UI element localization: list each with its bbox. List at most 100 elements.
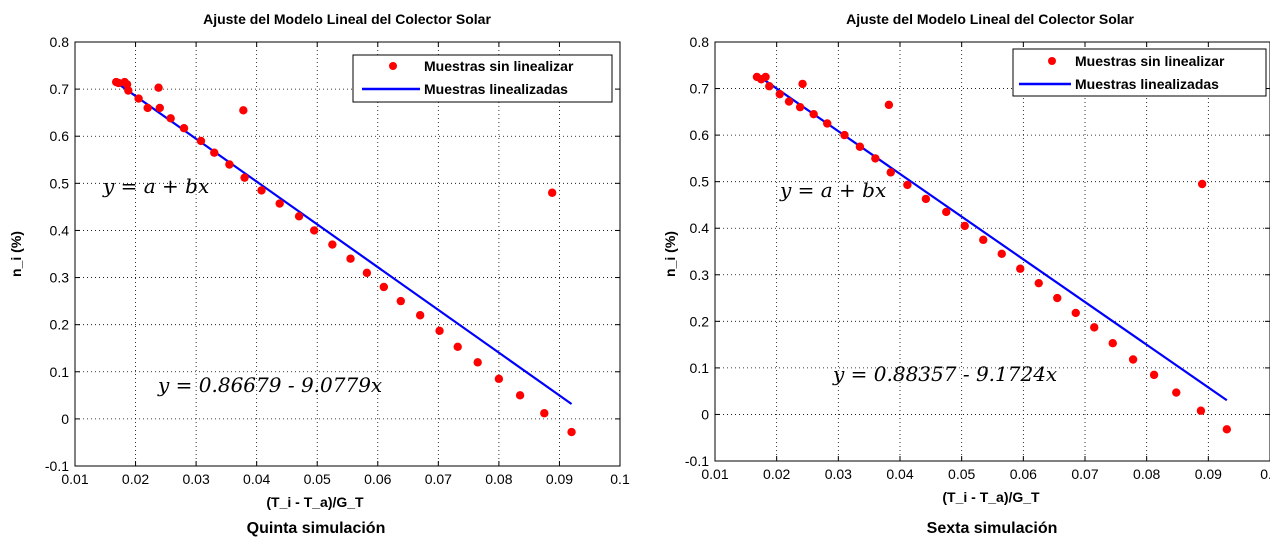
data-point [567,427,576,437]
data-point [540,409,549,418]
y-tick-label: 0.7 [690,81,710,97]
legend: Muestras sin linealizar Muestras lineali… [1012,48,1267,97]
data-point [239,106,248,115]
y-tick-label: 0.4 [690,220,710,236]
data-point [1128,355,1138,364]
equation-fit: y = 0.86679 - 9.0779x [157,373,382,397]
data-point [143,103,152,113]
data-point [124,86,133,95]
x-tick-label: 0.05 [948,466,975,482]
data-point [1071,308,1080,318]
y-tick-label: 0.6 [50,128,70,144]
data-point [1090,323,1099,332]
data-point [309,226,319,235]
y-tick-label: 0.1 [690,360,710,376]
chart-title: Ajuste del Modelo Lineal del Colector So… [846,11,1134,27]
data-point [453,342,462,352]
panel-subtitle: Sexta simulación [927,520,1058,537]
data-point [396,296,405,306]
data-point [840,130,849,140]
legend: Muestras sin linealizar Muestras lineali… [352,54,613,103]
data-point [379,282,389,292]
data-point [871,154,880,163]
data-point [903,180,912,190]
data-point [240,173,249,182]
equation-general: y = a + bx [102,174,209,198]
data-point [1034,278,1043,288]
equation-fit: y = 0.88357 - 9.1724x [832,362,1057,386]
fit-line [116,82,573,405]
chart-svg-sexta: Ajuste del Modelo Lineal del Colector So… [662,11,1270,537]
data-point [775,89,784,99]
data-point [1196,406,1206,415]
legend-label-muestras-sin-linealizar: Muestras sin linealizar [424,58,574,74]
data-point [1149,370,1159,380]
x-tick-label: 0.03 [825,466,852,482]
x-tick-label: 0.08 [1133,466,1160,482]
x-tick-label: 0.03 [182,471,209,487]
x-tick-label: 0.04 [243,471,270,487]
data-point [362,268,372,278]
data-point [884,100,894,110]
chart-title: Ajuste del Modelo Lineal del Colector So… [203,11,491,27]
data-point [997,249,1006,259]
data-point [784,97,794,106]
chart-svg-quinta: Ajuste del Modelo Lineal del Colector So… [8,11,630,537]
data-point [921,194,931,204]
y-tick-label: 0.2 [50,317,70,333]
data-point [328,240,337,249]
data-point [210,148,219,157]
data-point [1108,339,1117,348]
legend-label-muestras-linealizadas: Muestras linealizadas [424,81,568,97]
x-tick-label: 0.06 [1010,466,1037,482]
data-point [960,221,969,231]
data-point [473,358,482,367]
x-tick-label: 0.09 [1195,466,1222,482]
legend-box [1012,48,1267,97]
x-axis-label: (T_i - T_a)/G_T [266,494,364,510]
x-tick-label: 0.02 [763,466,790,482]
legend-dot-marker [1048,57,1056,65]
data-point [547,188,557,197]
data-point [494,374,504,384]
data-point [886,168,895,177]
data-point [1016,264,1025,273]
y-tick-label: 0.3 [690,267,710,283]
data-point [154,83,163,92]
plot-frame [74,41,621,467]
data-point [979,235,988,245]
x-tick-label: 0.06 [364,471,391,487]
y-tick-label: 0.8 [690,34,710,50]
x-tick-label: 0.05 [304,471,331,487]
data-point [179,124,189,133]
plot-frame [714,41,1270,462]
data-point [765,82,774,91]
y-tick-label: 0.8 [50,34,70,50]
data-point [798,79,807,89]
y-tick-label: 0.1 [50,364,70,380]
fit-line [757,74,1228,402]
y-tick-label: 0.6 [690,127,710,143]
y-tick-label: -0.1 [45,458,69,474]
data-point [795,102,805,112]
data-point [166,114,175,123]
chart-panel-quinta: Ajuste del Modelo Lineal del Colector So… [0,0,635,542]
data-point [415,311,425,320]
y-axis-label: n_i (%) [662,231,678,277]
data-point [515,391,525,400]
data-point [346,254,355,263]
data-point [257,186,266,195]
data-point [823,119,832,128]
data-point [1197,179,1207,189]
x-tick-label: 0.1 [1260,466,1270,482]
x-tick-label: 0.07 [1071,466,1098,482]
y-tick-label: 0.7 [50,81,70,97]
x-tick-label: 0.07 [425,471,452,487]
legend-box [352,54,613,103]
x-tick-label: 0.02 [122,471,149,487]
x-tick-label: 0.01 [701,466,728,482]
y-tick-label: 0.2 [690,313,710,329]
x-tick-label: 0.04 [886,466,913,482]
y-tick-label: 0.3 [50,270,70,286]
legend-label-muestras-linealizadas: Muestras linealizadas [1075,76,1219,92]
